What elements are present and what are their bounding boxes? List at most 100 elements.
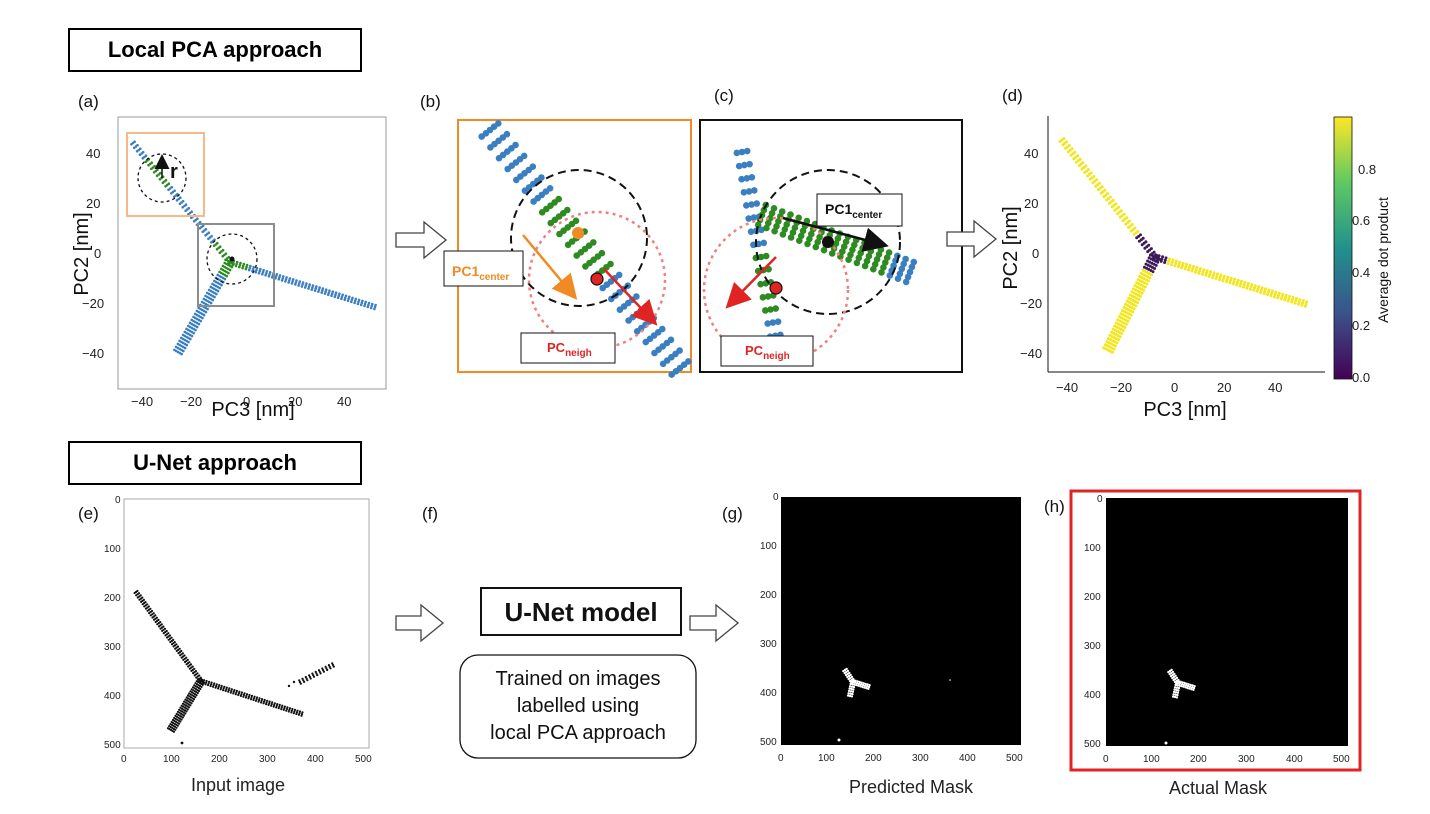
dot-product-point — [1286, 299, 1290, 303]
arrow-e-to-f — [395, 603, 445, 643]
dot-product-point — [1137, 239, 1141, 243]
dot-product-point — [1116, 318, 1120, 322]
dot-product-point — [1301, 299, 1305, 303]
pca-point — [367, 301, 371, 305]
image-pixel — [176, 718, 179, 721]
image-pixel — [281, 704, 284, 707]
zoom-point — [845, 256, 852, 264]
zoom-point — [633, 328, 641, 335]
dot-product-point — [1243, 281, 1247, 284]
dot-product-point — [1270, 291, 1274, 295]
pca-point — [200, 300, 204, 304]
dot-product-point — [1106, 337, 1110, 340]
pca-point — [291, 278, 295, 281]
mask-pixel — [855, 683, 858, 687]
panel-d-xtick: 20 — [1217, 380, 1231, 395]
image-pixel — [212, 684, 215, 687]
pca-point — [347, 297, 350, 301]
mask-pixel — [1189, 683, 1192, 687]
image-pixel — [235, 691, 238, 694]
image-pixel — [262, 702, 265, 705]
dot-product-point — [1072, 157, 1076, 161]
dot-product-point — [1190, 269, 1194, 273]
panel-g-ytick: 0 — [773, 492, 779, 503]
image-pixel — [280, 708, 283, 711]
zoom-point — [849, 246, 856, 254]
dot-product-point — [1163, 258, 1167, 262]
panel-e-xtick: 300 — [259, 754, 276, 765]
mask-pixel — [1172, 678, 1175, 682]
panel-g-xtick: 300 — [912, 753, 929, 764]
dot-product-point — [1202, 268, 1206, 272]
image-pixel — [329, 667, 332, 670]
image-pixel — [283, 707, 286, 710]
image-pixel — [247, 697, 250, 700]
dot-product-point — [1187, 268, 1191, 272]
dot-product-point — [1264, 287, 1267, 291]
pca-point — [216, 273, 219, 277]
panel-a-ytick: 0 — [94, 246, 101, 261]
pca-point — [314, 287, 318, 290]
panel-a-ylabel: PC2 [nm] — [71, 212, 93, 295]
zoom-point — [796, 237, 803, 244]
pca-point — [213, 279, 216, 283]
dot-product-point — [1194, 270, 1197, 274]
image-pixel — [169, 723, 172, 726]
image-pixel — [290, 709, 293, 712]
dot-product-point — [1132, 287, 1135, 291]
dot-product-point — [1132, 232, 1136, 236]
panel-a-ytick: 40 — [86, 146, 100, 161]
mask-pixel — [1184, 684, 1188, 687]
image-pixel — [297, 713, 300, 716]
image-pixel — [263, 700, 266, 703]
panel-g-ytick: 500 — [760, 737, 777, 748]
zoom-point — [757, 280, 764, 288]
dot-product-point — [1154, 253, 1158, 257]
panel-h-mask — [1106, 498, 1348, 746]
image-pixel — [210, 681, 213, 684]
mask-pixel — [852, 685, 856, 689]
panel-g-ytick: 300 — [760, 639, 777, 650]
dot-product-point — [1146, 250, 1150, 254]
image-pixel — [254, 699, 258, 702]
pca-point — [176, 342, 180, 346]
zoom-point — [748, 201, 755, 208]
pca-point — [330, 292, 334, 296]
panel-d-ytick: 20 — [1024, 196, 1038, 211]
dot-product-point — [1235, 283, 1239, 287]
pca-point — [304, 284, 308, 287]
zoom-point — [759, 294, 767, 301]
panel-a-xlabel: PC3 [nm] — [211, 399, 294, 421]
pca-point — [288, 277, 292, 280]
dot-product-point — [1283, 298, 1287, 302]
zoom-point — [743, 147, 751, 155]
dot-product-point — [1195, 266, 1199, 269]
dot-product-point — [1198, 267, 1202, 271]
image-pixel — [240, 693, 243, 696]
pca-point — [311, 284, 315, 287]
dot-product-point — [1163, 261, 1167, 264]
pca-point — [223, 261, 226, 265]
image-pixel — [188, 698, 191, 701]
zoom-point — [787, 211, 794, 218]
pca-point — [192, 220, 196, 223]
mask-pixel — [851, 690, 855, 693]
image-pixel — [168, 725, 171, 728]
pca-point — [204, 234, 207, 237]
pca-point — [180, 336, 183, 340]
dot-product-point — [1139, 271, 1143, 275]
zoom-point — [743, 202, 750, 209]
image-pixel — [319, 672, 322, 675]
pca-point — [135, 150, 139, 153]
mask-pixel — [1173, 695, 1177, 699]
pca-point — [185, 327, 188, 331]
mask-pixel — [849, 680, 853, 683]
pca-point — [268, 273, 271, 276]
zoom-point — [898, 265, 906, 273]
mask-pixel — [859, 683, 863, 686]
mask-pixel — [1192, 688, 1195, 691]
dot-product-point — [1274, 290, 1278, 294]
image-pixel — [303, 680, 306, 684]
panel-d-ylabel: PC2 [nm] — [1000, 206, 1022, 289]
panel-c-pcn-label-box — [720, 335, 814, 367]
